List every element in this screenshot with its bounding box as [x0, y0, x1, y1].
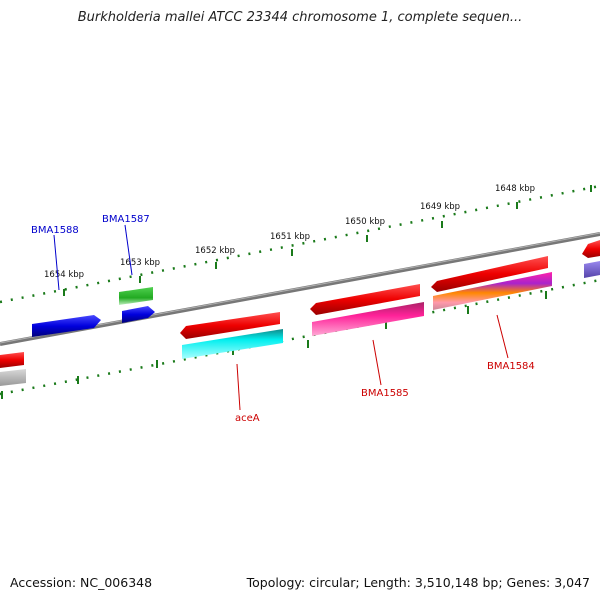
gene-feature-magenta[interactable]	[312, 302, 424, 336]
tick-label: 1650 kbp	[345, 217, 385, 227]
gene-feature-multi[interactable]	[433, 272, 552, 310]
tick-label: 1654 kbp	[44, 270, 84, 280]
gene-feature-blue[interactable]	[122, 306, 155, 323]
gene-labels: BMA1588 BMA1587 aceA BMA1585 BMA1584	[31, 214, 535, 424]
gene-feature-red[interactable]	[582, 240, 600, 258]
gene-feature-cyan[interactable]	[182, 329, 283, 359]
gene-label-bma1584[interactable]: BMA1584	[487, 361, 535, 372]
tick-label: 1653 kbp	[120, 258, 160, 268]
forward-features	[119, 240, 600, 315]
gene-feature-purple[interactable]	[584, 261, 600, 278]
tick-label: 1648 kbp	[495, 184, 535, 194]
tick-label: 1649 kbp	[420, 202, 460, 212]
gene-feature-red[interactable]	[431, 256, 548, 292]
gene-feature-red[interactable]	[180, 312, 280, 339]
gene-feature-green[interactable]	[119, 287, 153, 305]
inner-ruler	[0, 278, 600, 396]
tick-labels: 1654 kbp 1653 kbp 1652 kbp 1651 kbp 1650…	[44, 184, 535, 280]
sequence-summary: Topology: circular; Length: 3,510,148 bp…	[246, 575, 590, 590]
gene-label-acea[interactable]: aceA	[235, 413, 260, 424]
gene-feature-gray[interactable]	[0, 369, 26, 386]
reverse-features	[0, 261, 600, 386]
gene-label-bma1585[interactable]: BMA1585	[361, 388, 409, 399]
gene-feature-red[interactable]	[310, 284, 420, 315]
tick-label: 1652 kbp	[195, 246, 235, 256]
gene-label-bma1587[interactable]: BMA1587	[102, 214, 150, 225]
map-title: Burkholderia mallei ATCC 23344 chromosom…	[77, 10, 523, 25]
accession-text: Accession: NC_006348	[10, 575, 153, 590]
label-leaders	[53, 224, 509, 411]
gene-label-bma1588[interactable]: BMA1588	[31, 225, 79, 236]
gene-feature-blue[interactable]	[32, 315, 101, 337]
gene-feature-red[interactable]	[0, 352, 24, 368]
outer-major-ticks	[63, 185, 592, 296]
tick-label: 1651 kbp	[270, 232, 310, 242]
inner-major-ticks	[1, 291, 547, 399]
